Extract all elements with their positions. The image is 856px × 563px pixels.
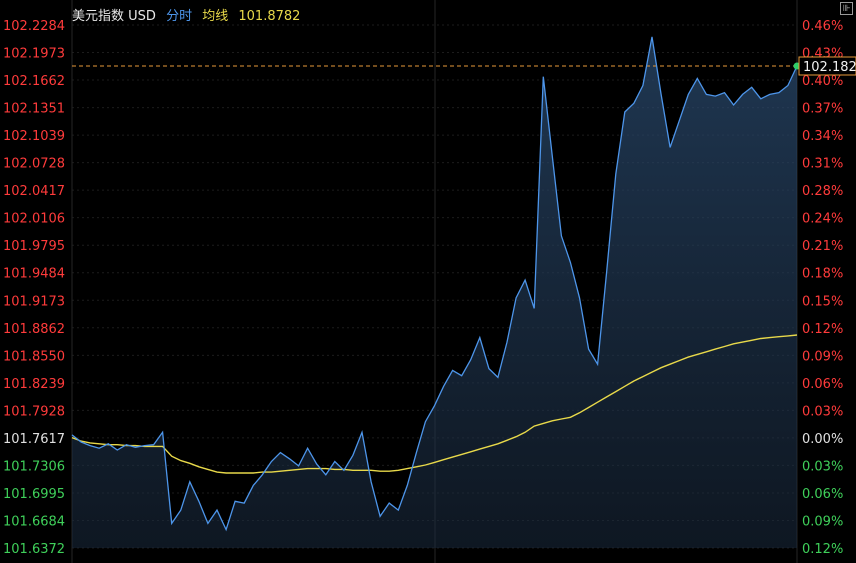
percent-tick-label: 0.21%: [802, 239, 843, 254]
percent-tick-label: 0.12%: [802, 542, 843, 557]
price-area-fill: [72, 36, 797, 549]
percent-tick-label: 0.09%: [802, 514, 843, 529]
price-tick-label: 101.8550: [3, 349, 65, 364]
percent-tick-label: 0.06%: [802, 377, 843, 392]
price-tick-label: 102.0728: [3, 157, 65, 172]
price-tick-label: 101.8862: [3, 322, 65, 337]
price-line: [71, 36, 798, 532]
price-tick-label: 101.6684: [3, 514, 65, 529]
price-tick-label: 102.2284: [3, 19, 65, 34]
percent-tick-label: 0.15%: [802, 294, 843, 309]
percent-tick-label: 0.31%: [802, 157, 843, 172]
price-tick-label: 101.6995: [3, 487, 65, 502]
price-tick-label: 101.6372: [3, 542, 65, 557]
price-tick-label: 102.1351: [3, 102, 65, 117]
price-tick-label: 101.9795: [3, 239, 65, 254]
percent-tick-label: 0.34%: [802, 129, 843, 144]
price-tick-label: 101.7928: [3, 404, 65, 419]
percent-tick-label: 0.12%: [802, 322, 843, 337]
price-tick-label: 101.7306: [3, 459, 65, 474]
percent-tick-label: 0.18%: [802, 267, 843, 282]
percent-tick-label: 0.40%: [802, 74, 843, 89]
current-price-tag: 102.182: [798, 56, 856, 76]
price-tick-label: 102.0106: [3, 212, 65, 227]
svg-text:102.182: 102.182: [803, 60, 856, 75]
percent-tick-label: 0.03%: [802, 459, 843, 474]
percent-tick-label: 0.09%: [802, 349, 843, 364]
instrument-name: 美元指数 USD: [72, 9, 156, 24]
percent-tick-label: 0.24%: [802, 212, 843, 227]
price-tick-label: 101.7617: [3, 432, 65, 447]
percent-axis: 0.46%0.43%0.40%0.37%0.34%0.31%0.28%0.24%…: [802, 19, 843, 557]
average-line-label: 均线: [202, 9, 229, 24]
price-axis: 102.2284 102.1973 102.1662 102.1351 102.1039…: [3, 19, 65, 557]
percent-tick-label: 0.46%: [802, 19, 843, 34]
price-tick-label: 101.9173: [3, 294, 65, 309]
percent-tick-label: 0.03%: [802, 404, 843, 419]
average-line-value: 101.8782: [238, 9, 301, 24]
price-tick-label: 102.1662: [3, 74, 65, 89]
price-tick-label: 101.9484: [3, 267, 65, 282]
percent-tick-label: 0.06%: [802, 487, 843, 502]
price-tick-label: 102.1039: [3, 129, 65, 144]
price-tick-label: 102.1973: [3, 47, 65, 62]
expand-panel-icon[interactable]: ⊪: [840, 2, 853, 15]
average-price-line: [71, 334, 798, 474]
percent-tick-label: 0.28%: [802, 184, 843, 199]
percent-tick-label: 0.00%: [802, 432, 843, 447]
timeshare-mode-label[interactable]: 分时: [166, 9, 193, 24]
price-tick-label: 101.8239: [3, 377, 65, 392]
percent-tick-label: 0.37%: [802, 102, 843, 117]
chart-header: 美元指数 USD 分时 均线 101.8782: [72, 5, 306, 24]
price-tick-label: 102.0417: [3, 184, 65, 199]
